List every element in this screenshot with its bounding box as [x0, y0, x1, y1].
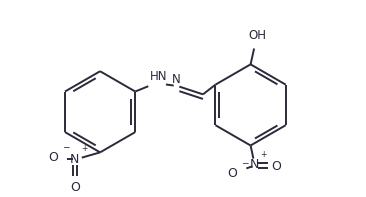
Text: −: −	[242, 159, 249, 168]
Text: +: +	[81, 144, 87, 153]
Text: N: N	[70, 153, 79, 166]
Text: O: O	[227, 167, 237, 180]
Text: −: −	[62, 143, 70, 152]
Text: N: N	[172, 72, 181, 85]
Text: HN: HN	[149, 70, 167, 83]
Text: +: +	[261, 150, 267, 159]
Text: O: O	[271, 160, 281, 173]
Text: OH: OH	[248, 30, 266, 43]
Text: O: O	[70, 181, 80, 194]
Text: N: N	[249, 158, 259, 171]
Text: O: O	[48, 151, 58, 164]
